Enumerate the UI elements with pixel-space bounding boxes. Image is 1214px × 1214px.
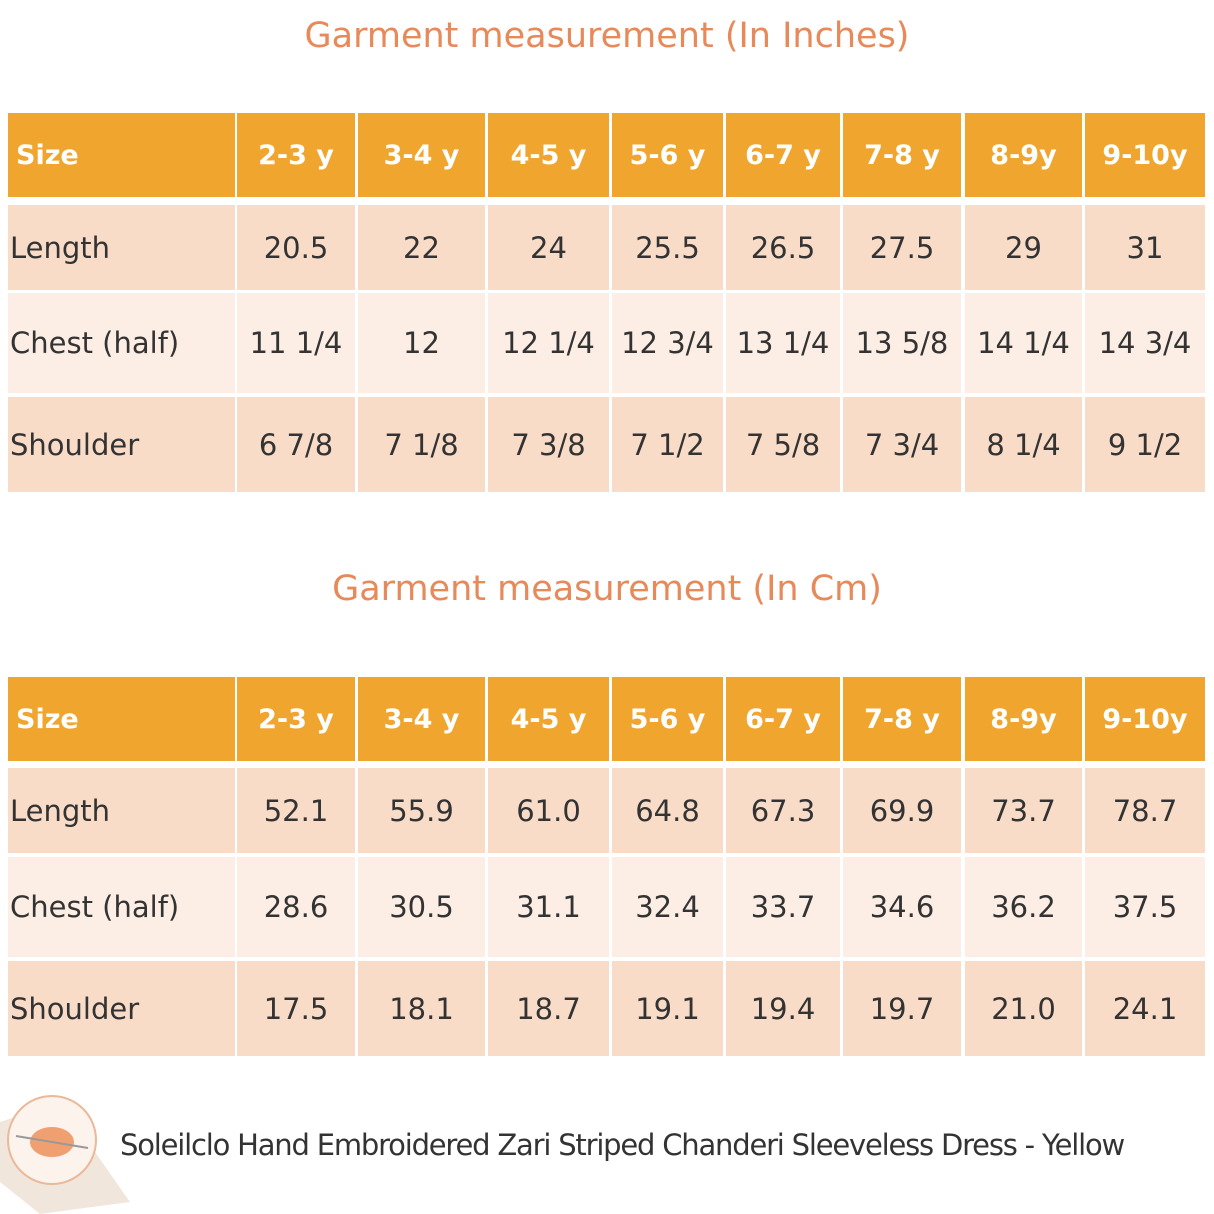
table-cell: 7 3/8 [488,397,609,492]
caption: Soleilclo Hand Embroidered Zari Striped … [120,1128,1125,1162]
table-cell: 64.8 [612,768,723,853]
header-cell: 6-7 y [726,113,840,197]
table-cell: 27.5 [843,205,961,290]
header-cell: 7-8 y [843,113,961,197]
row-label: Chest (half) [8,857,235,957]
table-cell: 69.9 [843,768,961,853]
table-cell: 12 1/4 [488,293,609,393]
table-cell: 37.5 [1085,857,1205,957]
table-cell: 17.5 [237,961,355,1056]
table-cell: 14 1/4 [965,293,1082,393]
table-cell: 13 1/4 [726,293,840,393]
header-cell: 3-4 y [358,113,485,197]
header-cell: 6-7 y [726,677,840,761]
table-cell: 30.5 [358,857,485,957]
header-cell: 7-8 y [843,677,961,761]
table-cell: 19.4 [726,961,840,1056]
table-cell: 24.1 [1085,961,1205,1056]
table-title: Garment measurement (In Inches) [304,16,910,56]
table-cell: 7 1/8 [358,397,485,492]
table-cell: 22 [358,205,485,290]
table-cell: 18.7 [488,961,609,1056]
header-cell: 5-6 y [612,677,723,761]
header-cell: 9-10y [1085,113,1205,197]
table-cell: 12 [358,293,485,393]
header-cell: 4-5 y [488,113,609,197]
table-cell: 14 3/4 [1085,293,1205,393]
table-cell: 61.0 [488,768,609,853]
row-label: Length [8,768,235,853]
header-cell: 9-10y [1085,677,1205,761]
table-cell: 78.7 [1085,768,1205,853]
header-cell: Size [8,113,235,197]
table-cell: 55.9 [358,768,485,853]
table-cell: 7 1/2 [612,397,723,492]
table-cell: 18.1 [358,961,485,1056]
table-cell: 8 1/4 [965,397,1082,492]
row-label: Shoulder [8,961,235,1056]
table-cell: 7 3/4 [843,397,961,492]
row-label: Chest (half) [8,293,235,393]
header-cell: 3-4 y [358,677,485,761]
logo [0,1095,130,1214]
table-cell: 31.1 [488,857,609,957]
header-cell: 2-3 y [237,113,355,197]
header-cell: 5-6 y [612,113,723,197]
header-cell: 8-9y [965,113,1082,197]
table-cell: 52.1 [237,768,355,853]
header-cell: 2-3 y [237,677,355,761]
row-label: Shoulder [8,397,235,492]
table-cell: 12 3/4 [612,293,723,393]
table-cell: 24 [488,205,609,290]
header-cell: Size [8,677,235,761]
table-cell: 7 5/8 [726,397,840,492]
table-cell: 9 1/2 [1085,397,1205,492]
header-cell: 4-5 y [488,677,609,761]
table-cell: 28.6 [237,857,355,957]
table-cell: 67.3 [726,768,840,853]
table-cell: 29 [965,205,1082,290]
table-cell: 32.4 [612,857,723,957]
table-cell: 20.5 [237,205,355,290]
table-cell: 36.2 [965,857,1082,957]
table-cell: 13 5/8 [843,293,961,393]
table-cell: 34.6 [843,857,961,957]
table-cell: 19.7 [843,961,961,1056]
table-cell: 73.7 [965,768,1082,853]
row-label: Length [8,205,235,290]
table-cell: 33.7 [726,857,840,957]
table-cell: 26.5 [726,205,840,290]
table-title: Garment measurement (In Cm) [332,569,882,609]
table-cell: 25.5 [612,205,723,290]
table-cell: 21.0 [965,961,1082,1056]
header-cell: 8-9y [965,677,1082,761]
table-cell: 19.1 [612,961,723,1056]
table-cell: 6 7/8 [237,397,355,492]
table-cell: 31 [1085,205,1205,290]
table-cell: 11 1/4 [237,293,355,393]
